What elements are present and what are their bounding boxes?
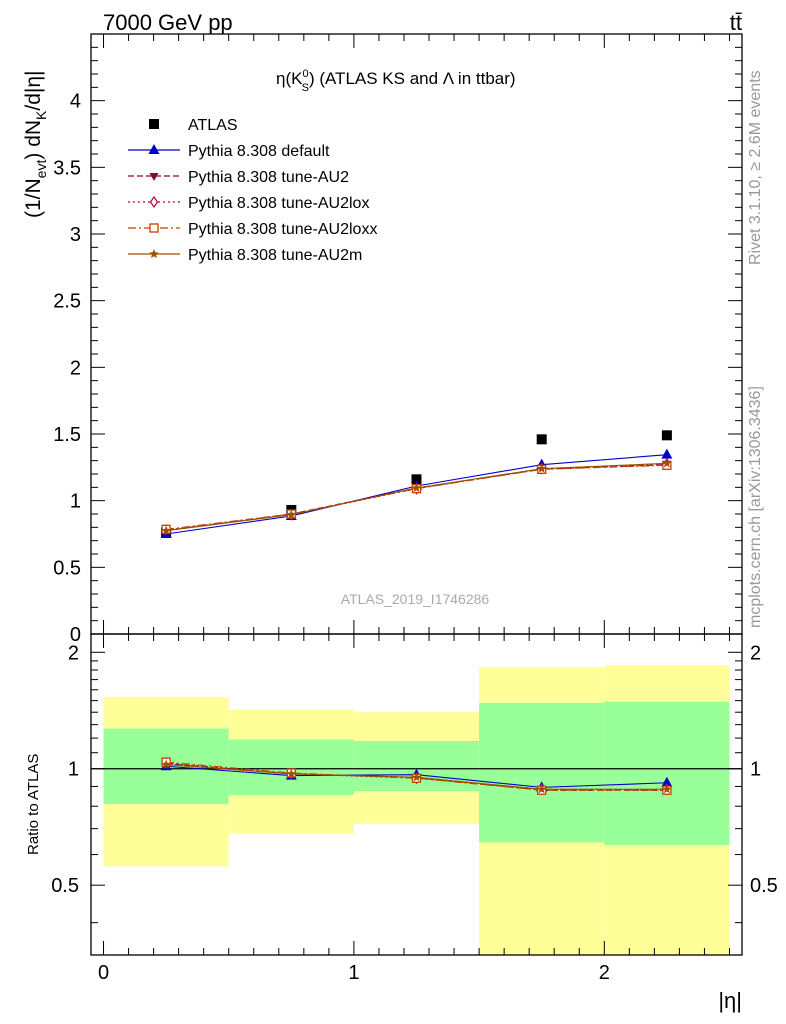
main-data-point — [662, 458, 672, 468]
ratio-y-axis-label: Ratio to ATLAS — [25, 754, 42, 855]
legend-marker — [148, 144, 160, 154]
ratio-series-line — [166, 761, 667, 791]
legend-marker — [149, 119, 159, 129]
analysis-watermark: ATLAS_2019_I1746286 — [341, 591, 490, 607]
main-data-point — [536, 434, 547, 445]
main-series-5 — [161, 458, 672, 535]
ratio-data-point — [661, 776, 673, 787]
ratio-data-point — [161, 759, 171, 769]
legend-entry-label: ATLAS — [188, 117, 238, 134]
ratio-y-tick-label-right: 1 — [750, 759, 761, 781]
ratio-y-tick-label-left: 1 — [68, 759, 79, 781]
main-data-point — [411, 483, 422, 493]
x-axis-label: |η| — [718, 988, 742, 1013]
ratio-frame — [90, 633, 743, 956]
main-data-point — [661, 448, 673, 459]
main-y-tick-label: 3 — [70, 224, 81, 246]
main-y-axis-label: (1/Nevt) dNK/d|η| — [22, 70, 49, 218]
ratio-uncertainty-band-inner — [604, 701, 730, 846]
legend-marker — [149, 223, 159, 233]
ratio-uncertainty-band-inner — [479, 702, 605, 843]
x-tick-label: 0 — [98, 962, 109, 984]
main-data-point — [661, 430, 672, 441]
ratio-uncertainty-band-inner — [228, 739, 354, 796]
main-y-tick-label: 4 — [70, 91, 81, 113]
ratio-y-tick-label-left: 0.5 — [51, 875, 79, 897]
main-series-line — [166, 462, 667, 532]
main-series-line — [166, 464, 667, 530]
legend-marker — [149, 173, 159, 181]
main-y-tick-label: 1 — [70, 491, 81, 513]
main-data-point — [161, 525, 171, 535]
main-y-tick-label: 1.5 — [53, 424, 81, 446]
ratio-data-point — [662, 784, 672, 794]
ratio-y-tick-label-right: 2 — [750, 642, 761, 664]
ratio-series-4 — [161, 759, 672, 794]
main-data-point — [536, 463, 547, 473]
legend-entry-label: Pythia 8.308 tune-AU2lox — [188, 195, 369, 212]
main-plot-title: η(K0 S) (ATLAS KS and Λ in ttbar) — [276, 68, 516, 94]
ratio-data-point — [411, 772, 422, 782]
main-y-tick-label: 2 — [70, 357, 81, 379]
legend-marker — [149, 195, 159, 209]
x-tick-label: 2 — [599, 962, 610, 984]
legend: ATLAS Pythia 8.308 default Pythia 8.308 tu… — [128, 117, 377, 264]
main-data-point — [286, 509, 297, 519]
main-data-point — [411, 474, 422, 485]
main-series-2 — [161, 461, 672, 536]
main-panel: 0 0.5 1 1.5 2 2.5 3 3.5 4 — [53, 33, 743, 646]
x-tick-label: 1 — [348, 962, 359, 984]
main-y-tick-label: 3.5 — [53, 157, 81, 179]
rivet-version-label: Rivet 3.1.10, ≥ 2.6M events — [747, 70, 764, 265]
ratio-data-point — [286, 768, 297, 778]
legend-entry-label: Pythia 8.308 tune-AU2 — [188, 169, 349, 186]
main-series-4 — [161, 460, 672, 534]
main-y-tick-label: 0 — [70, 624, 81, 646]
main-y-tick-label: 0.5 — [53, 557, 81, 579]
legend-marker — [149, 249, 159, 259]
ratio-y-tick-label-left: 2 — [68, 642, 79, 664]
legend-entry-label: Pythia 8.308 tune-AU2m — [188, 247, 362, 264]
legend-entry-label: Pythia 8.308 default — [188, 143, 330, 160]
ratio-data-point — [536, 784, 547, 794]
main-y-tick-label: 2.5 — [53, 291, 81, 313]
legend-entry-label: Pythia 8.308 tune-AU2loxx — [188, 221, 377, 238]
header-energy-label: 7000 GeV pp — [103, 10, 233, 35]
ratio-panel: 0.5 0.5 1 1 2 2 0 1 2 — [51, 633, 778, 984]
mcplots-url-label: mcplots.cern.ch [arXiv:1306.3436] — [747, 386, 764, 628]
header-process-label: tt̄ — [730, 10, 742, 35]
ratio-y-tick-label-right: 0.5 — [750, 875, 778, 897]
